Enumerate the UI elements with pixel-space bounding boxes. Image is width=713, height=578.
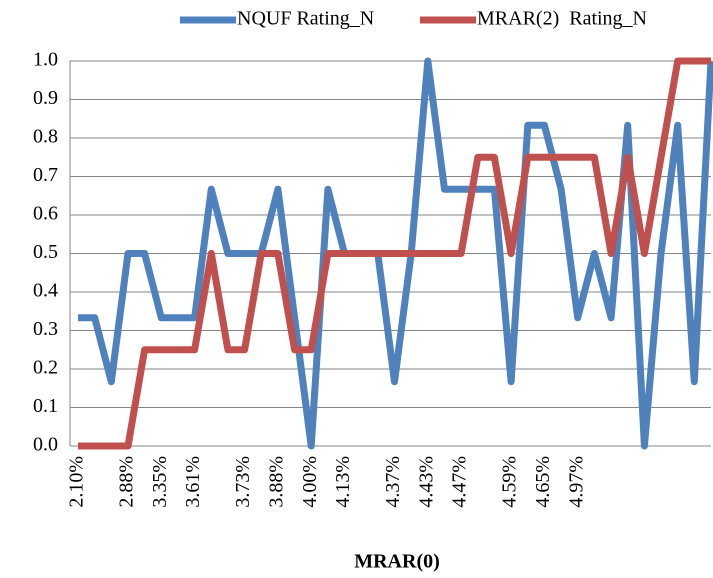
y-tick-label: 0.8	[33, 126, 58, 148]
x-tick-label: 4.13%	[332, 456, 354, 508]
x-tick-label: 4.65%	[532, 456, 554, 508]
y-tick-label: 1.0	[33, 49, 58, 71]
x-tick-label: 3.73%	[232, 456, 254, 508]
y-tick-label: 0.2	[33, 357, 58, 379]
y-tick-label: 0.3	[33, 318, 58, 340]
x-tick-label: 4.37%	[382, 456, 404, 508]
y-tick-label: 0.0	[33, 434, 58, 456]
legend-label: MRAR(2) Rating_N	[477, 8, 647, 30]
x-tick-label: 4.47%	[449, 456, 471, 508]
x-tick-label: 3.35%	[149, 456, 171, 508]
x-tick-label: 4.59%	[499, 456, 521, 508]
y-tick-label: 0.4	[33, 280, 58, 302]
x-tick-label: 2.88%	[116, 456, 138, 508]
legend-label: NQUF Rating_N	[237, 8, 374, 30]
x-tick-label: 4.43%	[415, 456, 437, 508]
y-tick-label: 0.9	[33, 87, 58, 109]
x-tick-label: 3.61%	[182, 456, 204, 508]
series-line	[78, 57, 713, 450]
series-line	[78, 57, 711, 450]
x-tick-label: 2.10%	[66, 456, 88, 508]
y-tick-label: 0.5	[33, 241, 58, 263]
y-tick-label: 0.1	[33, 395, 58, 417]
x-axis-title: MRAR(0)	[354, 551, 440, 573]
y-tick-label: 0.7	[33, 164, 58, 186]
x-tick-label: 4.00%	[299, 456, 321, 508]
y-tick-label: 0.6	[33, 203, 58, 225]
x-tick-label: 3.88%	[265, 456, 287, 508]
x-tick-label: 4.97%	[565, 456, 587, 508]
